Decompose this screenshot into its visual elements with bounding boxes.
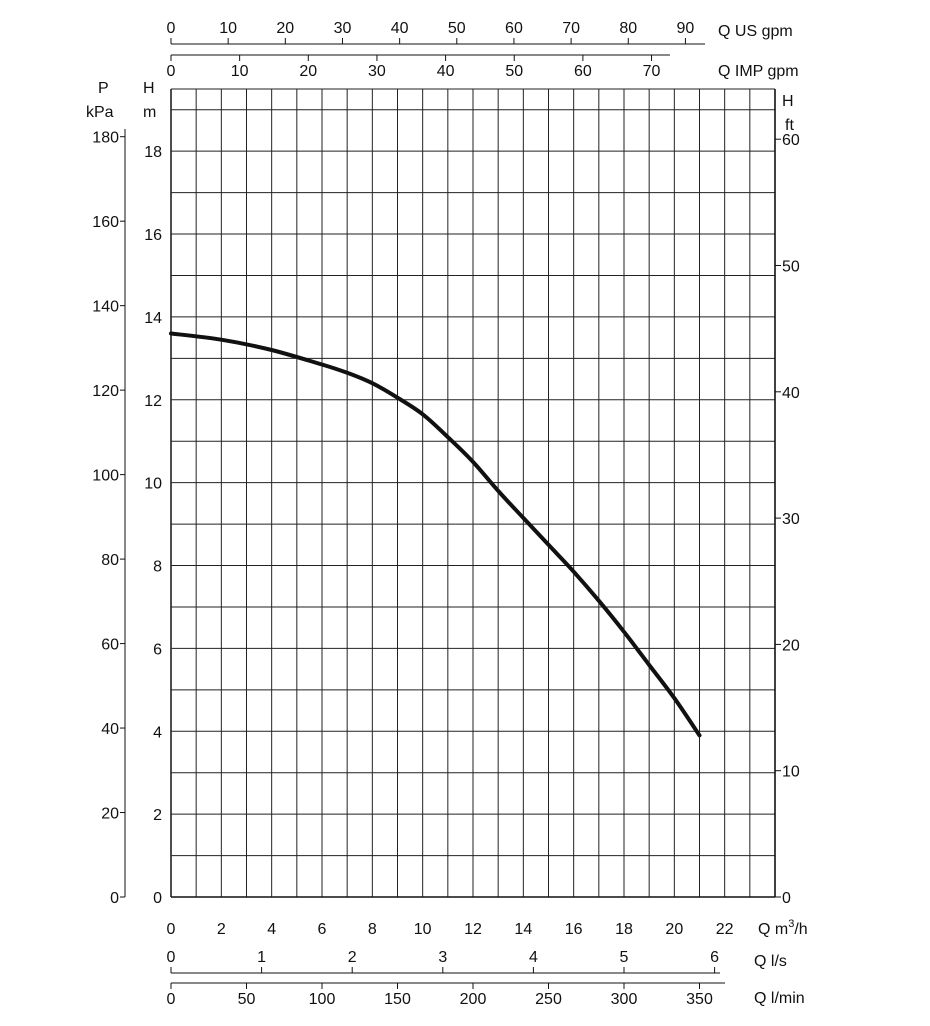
q-m3h-tick-label: 16 (565, 921, 583, 938)
q-imp-gpm-tick-label: 30 (368, 63, 386, 80)
q-m3h-tick-label: 8 (368, 921, 377, 938)
q-us-gpm-tick-label: 70 (562, 20, 580, 37)
chart-axes: 0246810121416180204060801001201401601800… (92, 20, 800, 1008)
p-tick-label: 0 (110, 890, 119, 907)
p-tick-label: 100 (92, 468, 119, 485)
q-us-gpm-tick-label: 80 (619, 20, 637, 37)
q-imp-gpm-tick-label: 0 (167, 63, 176, 80)
q-ls-tick-label: 6 (710, 949, 719, 966)
q-lmin-tick-label: 50 (238, 991, 256, 1008)
h-m-tick-label: 8 (153, 559, 162, 576)
q-lmin-tick-label: 150 (384, 991, 411, 1008)
q-imp-gpm-tick-label: 10 (231, 63, 249, 80)
p-axis-label: P (98, 80, 109, 97)
q-m3h-tick-label: 22 (716, 921, 734, 938)
q-us-gpm-tick-label: 10 (219, 20, 237, 37)
q-us-gpm-tick-label: 50 (448, 20, 466, 37)
p-tick-label: 120 (92, 383, 119, 400)
q-us-gpm-tick-label: 90 (677, 20, 695, 37)
q-lmin-tick-label: 300 (611, 991, 638, 1008)
q-imp-gpm-tick-label: 40 (437, 63, 455, 80)
q-imp-gpm-tick-label: 60 (574, 63, 592, 80)
q-lmin-axis-label: Q l/min (754, 990, 805, 1007)
q-ls-tick-label: 0 (167, 949, 176, 966)
q-us-gpm-tick-label: 60 (505, 20, 523, 37)
q-ls-tick-label: 1 (257, 949, 266, 966)
q-ls-tick-label: 4 (529, 949, 538, 966)
h-ft-tick-label: 10 (782, 764, 800, 781)
q-m3h-tick-label: 6 (318, 921, 327, 938)
q-m3h-tick-label: 4 (267, 921, 276, 938)
h-m-tick-label: 4 (153, 724, 162, 741)
h-m-tick-label: 12 (144, 393, 162, 410)
q-m3h-tick-label: 18 (615, 921, 633, 938)
pump-curve (169, 331, 702, 738)
q-ls-tick-label: 2 (348, 949, 357, 966)
ft-axis-label: ft (785, 117, 794, 134)
p-tick-label: 80 (101, 552, 119, 569)
q-m3h-tick-label: 14 (514, 921, 532, 938)
q-lmin-tick-label: 0 (167, 991, 176, 1008)
q-us-gpm-axis-label: Q US gpm (718, 23, 793, 40)
q-lmin-tick-label: 200 (460, 991, 487, 1008)
q-m3h-tick-label: 12 (464, 921, 482, 938)
p-tick-label: 60 (101, 637, 119, 654)
h-m-tick-label: 18 (144, 144, 162, 161)
h-ft-tick-label: 30 (782, 511, 800, 528)
q-imp-gpm-axis-label: Q IMP gpm (718, 63, 799, 80)
q-lmin-tick-label: 250 (535, 991, 562, 1008)
p-tick-label: 160 (92, 214, 119, 231)
q-imp-gpm-tick-label: 70 (643, 63, 661, 80)
chart-grid (170, 88, 776, 898)
q-lmin-tick-label: 350 (686, 991, 713, 1008)
q-us-gpm-tick-label: 30 (334, 20, 352, 37)
h-ft-axis-label: H (782, 93, 794, 110)
h-m-tick-label: 0 (153, 890, 162, 907)
p-tick-label: 140 (92, 299, 119, 316)
q-us-gpm-tick-label: 20 (276, 20, 294, 37)
q-imp-gpm-tick-label: 20 (299, 63, 317, 80)
m-axis-label: m (143, 104, 156, 121)
q-ls-tick-label: 5 (620, 949, 629, 966)
kpa-axis-label: kPa (86, 104, 114, 121)
h-m-tick-label: 6 (153, 641, 162, 658)
axis-labels: Q US gpm Q IMP gpm P kPa H m H ft Q m3/h… (86, 23, 808, 1007)
q-imp-gpm-tick-label: 50 (505, 63, 523, 80)
h-m-axis-label: H (143, 80, 155, 97)
q-m3h-tick-label: 10 (414, 921, 432, 938)
q-lmin-tick-label: 100 (309, 991, 336, 1008)
h-ft-tick-label: 60 (782, 132, 800, 149)
q-ls-tick-label: 3 (438, 949, 447, 966)
q-us-gpm-tick-label: 40 (391, 20, 409, 37)
q-m3h-tick-label: 20 (665, 921, 683, 938)
p-tick-label: 40 (101, 721, 119, 738)
q-m3h-tick-label: 0 (167, 921, 176, 938)
q-m3h-tick-label: 2 (217, 921, 226, 938)
p-tick-label: 180 (92, 130, 119, 147)
pump-curve-line (169, 331, 702, 738)
h-ft-tick-label: 50 (782, 259, 800, 276)
q-ls-axis-label: Q l/s (754, 953, 787, 970)
h-m-tick-label: 14 (144, 310, 162, 327)
h-m-tick-label: 2 (153, 807, 162, 824)
h-ft-tick-label: 0 (782, 890, 791, 907)
h-ft-tick-label: 40 (782, 385, 800, 402)
p-tick-label: 20 (101, 806, 119, 823)
q-m3h-axis-label: Q m3/h (758, 918, 808, 938)
h-m-tick-label: 10 (144, 476, 162, 493)
q-us-gpm-tick-label: 0 (167, 20, 176, 37)
h-m-tick-label: 16 (144, 227, 162, 244)
h-ft-tick-label: 20 (782, 637, 800, 654)
